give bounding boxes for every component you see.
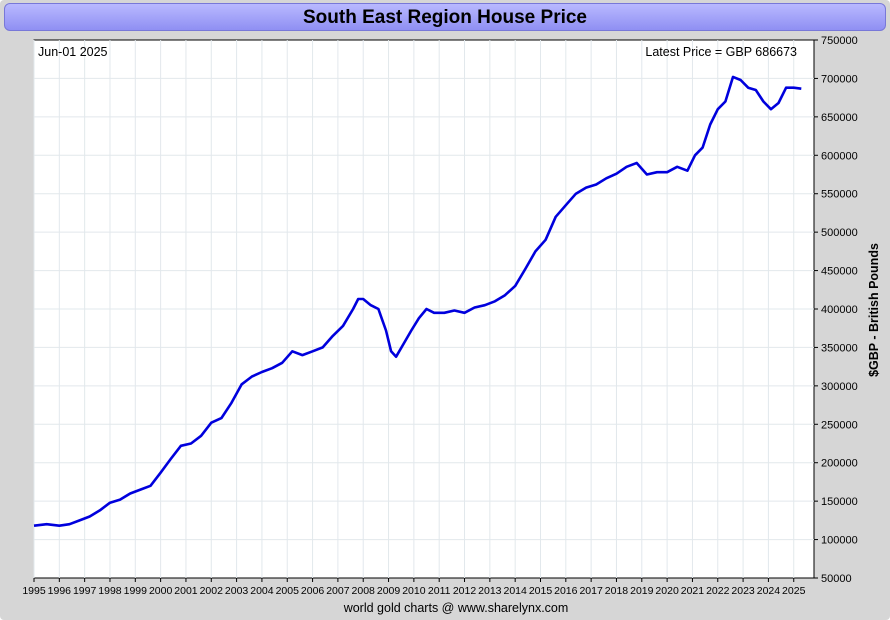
- y-tick-label: 250000: [821, 419, 858, 431]
- x-tick-label: 2003: [225, 585, 249, 597]
- x-tick-label: 2017: [579, 585, 603, 597]
- y-tick-label: 500000: [821, 227, 858, 239]
- x-tick-label: 2011: [428, 585, 451, 597]
- x-tick-label: 2019: [630, 585, 654, 597]
- x-tick-label: 2010: [402, 585, 426, 597]
- x-tick-label: 2007: [326, 585, 350, 597]
- x-tick-label: 2016: [554, 585, 578, 597]
- x-tick-label: 2023: [731, 585, 755, 597]
- x-tick-label: 2025: [782, 585, 806, 597]
- x-tick-label: 2006: [301, 585, 325, 597]
- x-tick-label: 2009: [377, 585, 401, 597]
- date-label: Jun-01 2025: [38, 45, 108, 59]
- latest-price-label: Latest Price = GBP 686673: [645, 45, 797, 59]
- x-tick-label: 2001: [174, 585, 198, 597]
- grid-lines: [33, 40, 814, 578]
- y-tick-label: 300000: [821, 381, 858, 393]
- chart-title: South East Region House Price: [4, 3, 886, 31]
- y-tick-label: 50000: [821, 573, 852, 585]
- x-tick-label: 2024: [757, 585, 781, 597]
- y-tick-label: 200000: [821, 458, 858, 470]
- y-tick-label: 150000: [821, 496, 858, 508]
- x-tick-label: 1995: [22, 585, 46, 597]
- y-tick-label: 450000: [821, 266, 858, 278]
- x-tick-label: 2015: [529, 585, 553, 597]
- y-tick-label: 550000: [821, 189, 858, 201]
- y-tick-label: 350000: [821, 342, 858, 354]
- y-tick-label: 650000: [821, 112, 858, 124]
- x-tick-label: 2014: [503, 585, 527, 597]
- y-tick-label: 100000: [821, 535, 858, 547]
- x-tick-label: 1996: [48, 585, 72, 597]
- x-tick-label: 2021: [681, 585, 705, 597]
- y-axis-label: $GBP - British Pounds: [867, 243, 881, 377]
- series-line: [33, 75, 802, 527]
- x-tick-label: 2000: [149, 585, 173, 597]
- x-tick-label: 1999: [124, 585, 148, 597]
- y-tick-label: 400000: [821, 304, 858, 316]
- x-axis: 1995 1996 1997 1998 1999 2000 2001 2002 2003 2004…: [22, 578, 806, 597]
- x-tick-label: 2020: [655, 585, 679, 597]
- x-tick-label: 2018: [605, 585, 629, 597]
- x-tick-label: 2005: [276, 585, 300, 597]
- x-tick-label: 2008: [352, 585, 376, 597]
- x-tick-label: 2002: [200, 585, 224, 597]
- x-tick-label: 2022: [706, 585, 730, 597]
- x-tick-label: 2012: [453, 585, 477, 597]
- x-tick-label: 1997: [73, 585, 97, 597]
- y-tick-label: 700000: [821, 73, 858, 85]
- x-tick-label: 2013: [478, 585, 502, 597]
- y-axis: 50000 100000 150000 200000 250000 300000 35000…: [814, 35, 858, 585]
- footer-source: world gold charts @ www.sharelynx.com: [343, 601, 569, 615]
- x-tick-label: 1998: [98, 585, 122, 597]
- y-tick-label: 750000: [821, 35, 858, 47]
- x-tick-label: 2004: [250, 585, 274, 597]
- y-tick-label: 600000: [821, 150, 858, 162]
